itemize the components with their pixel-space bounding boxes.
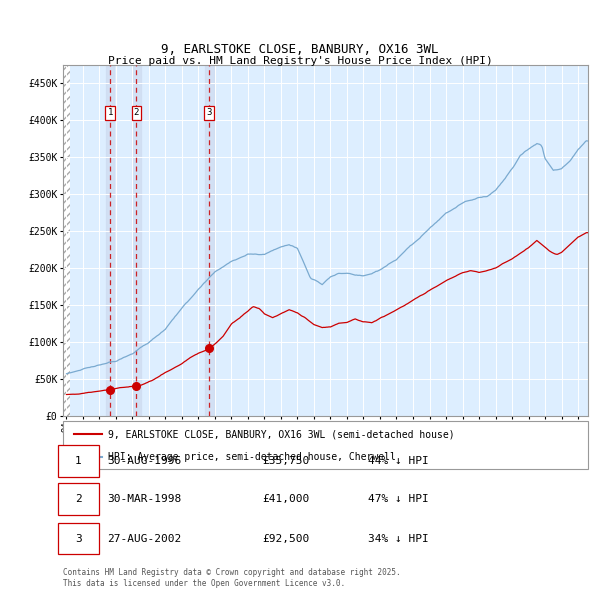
Text: 1: 1 [75, 456, 82, 466]
Text: 27-AUG-2002: 27-AUG-2002 [107, 534, 182, 543]
Text: £92,500: £92,500 [263, 534, 310, 543]
Bar [205, 65, 214, 416]
FancyBboxPatch shape [58, 445, 98, 477]
FancyBboxPatch shape [58, 483, 98, 515]
Text: HPI: Average price, semi-detached house, Cherwell: HPI: Average price, semi-detached house,… [107, 452, 395, 462]
Text: 47% ↓ HPI: 47% ↓ HPI [367, 494, 428, 504]
Text: 3: 3 [207, 109, 212, 117]
Bar [63, 65, 70, 416]
Text: 30-MAR-1998: 30-MAR-1998 [107, 494, 182, 504]
Text: 44% ↓ HPI: 44% ↓ HPI [367, 456, 428, 466]
FancyBboxPatch shape [58, 523, 98, 555]
Text: 2: 2 [134, 109, 139, 117]
Text: 34% ↓ HPI: 34% ↓ HPI [367, 534, 428, 543]
Text: 2: 2 [75, 494, 82, 504]
Text: 3: 3 [75, 534, 82, 543]
Bar [106, 65, 115, 416]
Bar [133, 65, 140, 416]
Text: £41,000: £41,000 [263, 494, 310, 504]
Text: 9, EARLSTOKE CLOSE, BANBURY, OX16 3WL: 9, EARLSTOKE CLOSE, BANBURY, OX16 3WL [161, 43, 439, 56]
FancyBboxPatch shape [63, 421, 588, 469]
Text: £35,750: £35,750 [263, 456, 310, 466]
Text: Contains HM Land Registry data © Crown copyright and database right 2025.
This d: Contains HM Land Registry data © Crown c… [63, 568, 401, 588]
Text: Price paid vs. HM Land Registry's House Price Index (HPI): Price paid vs. HM Land Registry's House … [107, 56, 493, 66]
Text: 1: 1 [107, 109, 113, 117]
Text: 9, EARLSTOKE CLOSE, BANBURY, OX16 3WL (semi-detached house): 9, EARLSTOKE CLOSE, BANBURY, OX16 3WL (s… [107, 429, 454, 439]
Text: 30-AUG-1996: 30-AUG-1996 [107, 456, 182, 466]
